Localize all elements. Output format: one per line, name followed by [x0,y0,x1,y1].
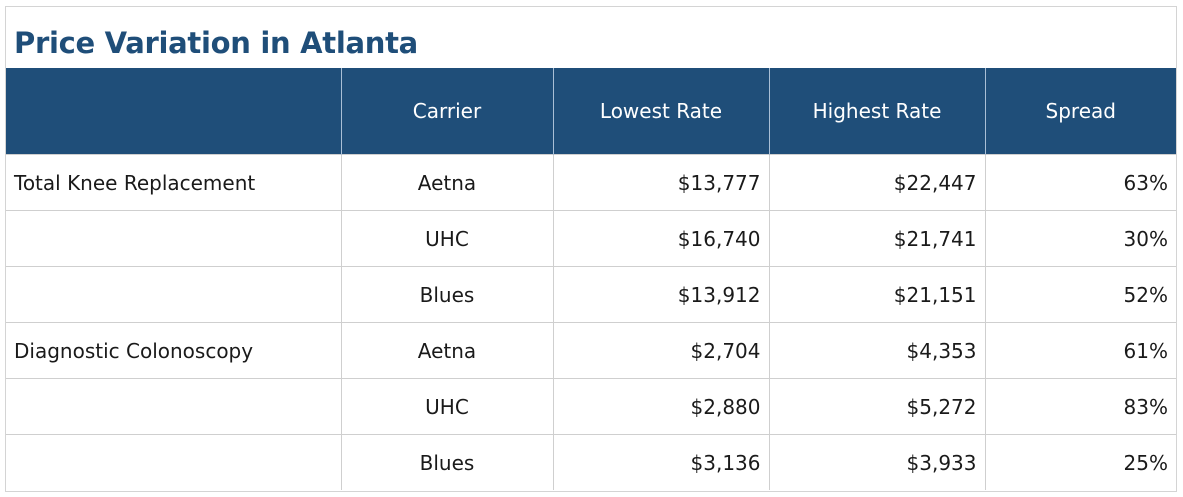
highest-rate-cell: $21,741 [768,210,986,267]
carrier-cell: UHC [340,210,554,267]
carrier-cell: Aetna [340,322,554,379]
lowest-rate-cell: $2,880 [552,378,770,435]
carrier-cell: Blues [340,266,554,323]
spread-cell: 61% [984,322,1176,379]
table-row: Blues $3,136 $3,933 25% [6,434,1176,490]
procedure-cell: Diagnostic Colonoscopy [6,322,342,379]
carrier-cell: UHC [340,378,554,435]
spread-cell: 83% [984,378,1176,435]
spread-cell: 63% [984,154,1176,211]
header-row: Carrier Lowest Rate Highest Rate Spread [6,68,1176,155]
procedure-cell [6,210,342,267]
procedure-cell [6,378,342,435]
spread-cell: 25% [984,434,1176,490]
lowest-rate-cell: $13,912 [552,266,770,323]
lowest-rate-cell: $16,740 [552,210,770,267]
header-spread: Spread [984,68,1176,155]
table-row: UHC $2,880 $5,272 83% [6,378,1176,435]
highest-rate-cell: $21,151 [768,266,986,323]
page-title: Price Variation in Atlanta [14,26,418,60]
spread-cell: 52% [984,266,1176,323]
price-table: Carrier Lowest Rate Highest Rate Spread … [6,68,1176,490]
spread-cell: 30% [984,210,1176,267]
procedure-cell [6,434,342,490]
carrier-cell: Blues [340,434,554,490]
header-procedure [6,68,342,155]
table-row: Blues $13,912 $21,151 52% [6,266,1176,323]
table-row: Total Knee Replacement Aetna $13,777 $22… [6,154,1176,211]
table-row: UHC $16,740 $21,741 30% [6,210,1176,267]
carrier-cell: Aetna [340,154,554,211]
header-lowest-rate: Lowest Rate [552,68,770,155]
header-highest-rate: Highest Rate [768,68,986,155]
highest-rate-cell: $4,353 [768,322,986,379]
highest-rate-cell: $22,447 [768,154,986,211]
lowest-rate-cell: $3,136 [552,434,770,490]
procedure-cell: Total Knee Replacement [6,154,342,211]
highest-rate-cell: $5,272 [768,378,986,435]
lowest-rate-cell: $2,704 [552,322,770,379]
lowest-rate-cell: $13,777 [552,154,770,211]
header-carrier: Carrier [340,68,554,155]
highest-rate-cell: $3,933 [768,434,986,490]
procedure-cell [6,266,342,323]
table-row: Diagnostic Colonoscopy Aetna $2,704 $4,3… [6,322,1176,379]
table-card: Price Variation in Atlanta Carrier Lowes… [5,6,1177,492]
